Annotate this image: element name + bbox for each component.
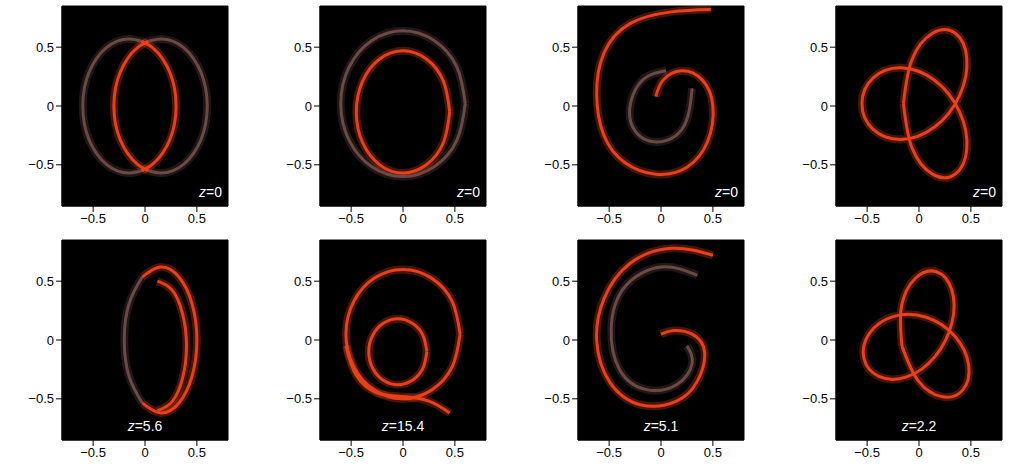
svg-text:0.5: 0.5: [552, 274, 570, 289]
svg-text:−0.5: −0.5: [28, 391, 54, 406]
svg-text:0: 0: [141, 211, 148, 226]
svg-text:0: 0: [821, 99, 828, 114]
svg-text:0: 0: [47, 333, 54, 348]
html-text:z =0: z =0: [973, 184, 996, 200]
svg-text:0.5: 0.5: [36, 274, 54, 289]
html-text:z =5.6: z =5.6: [127, 418, 163, 434]
html-text:z =0: z =0: [457, 184, 480, 200]
svg-text:−0.5: −0.5: [286, 157, 312, 172]
svg-text:0: 0: [305, 99, 312, 114]
svg-text:0: 0: [399, 211, 406, 226]
svg-text:0.5: 0.5: [188, 211, 206, 226]
svg-text:−0.5: −0.5: [544, 391, 570, 406]
svg-text:−0.5: −0.5: [596, 445, 622, 460]
svg-text:0: 0: [563, 333, 570, 348]
svg-text:0.5: 0.5: [446, 445, 464, 460]
html-text:z =15.4: z =15.4: [381, 418, 425, 434]
svg-text:−0.5: −0.5: [80, 445, 106, 460]
svg-text:−0.5: −0.5: [854, 211, 880, 226]
svg-text:0: 0: [47, 99, 54, 114]
svg-text:−0.5: −0.5: [80, 211, 106, 226]
svg-text:0: 0: [657, 211, 664, 226]
svg-text:0: 0: [563, 99, 570, 114]
svg-text:0: 0: [305, 333, 312, 348]
svg-text:0.5: 0.5: [294, 274, 312, 289]
svg-text:−0.5: −0.5: [802, 157, 828, 172]
svg-text:0: 0: [821, 333, 828, 348]
svg-text:0.5: 0.5: [962, 211, 980, 226]
svg-text:0: 0: [399, 445, 406, 460]
svg-text:−0.5: −0.5: [286, 391, 312, 406]
svg-text:0: 0: [141, 445, 148, 460]
svg-text:0.5: 0.5: [962, 445, 980, 460]
html-text:z =0: z =0: [715, 184, 738, 200]
svg-text:0.5: 0.5: [704, 445, 722, 460]
svg-text:0.5: 0.5: [36, 40, 54, 55]
svg-text:0.5: 0.5: [294, 40, 312, 55]
svg-text:−0.5: −0.5: [544, 157, 570, 172]
html-text:z =2.2: z =2.2: [901, 418, 937, 434]
svg-text:−0.5: −0.5: [802, 391, 828, 406]
svg-text:0.5: 0.5: [446, 211, 464, 226]
svg-text:0: 0: [915, 445, 922, 460]
svg-text:0: 0: [657, 445, 664, 460]
svg-text:0.5: 0.5: [810, 274, 828, 289]
html-text:z =0: z =0: [199, 184, 222, 200]
svg-text:0: 0: [915, 211, 922, 226]
svg-text:0.5: 0.5: [188, 445, 206, 460]
svg-text:−0.5: −0.5: [338, 445, 364, 460]
svg-text:0.5: 0.5: [704, 211, 722, 226]
svg-text:−0.5: −0.5: [854, 445, 880, 460]
svg-text:0.5: 0.5: [810, 40, 828, 55]
html-text:z =5.1: z =5.1: [643, 418, 679, 434]
svg-text:−0.5: −0.5: [338, 211, 364, 226]
svg-text:−0.5: −0.5: [596, 211, 622, 226]
svg-text:−0.5: −0.5: [28, 157, 54, 172]
svg-text:0.5: 0.5: [552, 40, 570, 55]
